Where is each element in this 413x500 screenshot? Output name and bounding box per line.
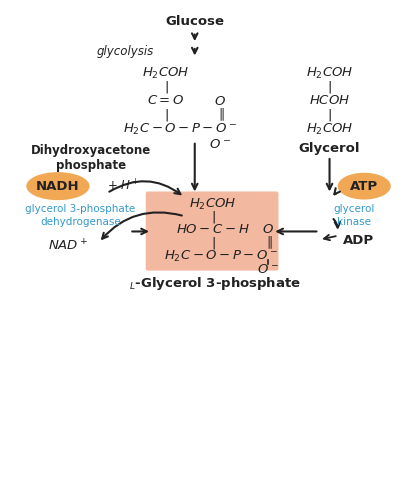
Text: $HO-C-H$: $HO-C-H$ <box>176 223 249 236</box>
Text: Dihydroxyacetone: Dihydroxyacetone <box>31 144 150 157</box>
Text: $C=O$: $C=O$ <box>147 94 185 108</box>
Text: glycerol 3-phosphate: glycerol 3-phosphate <box>25 204 135 214</box>
Text: $H_2COH$: $H_2COH$ <box>305 66 352 81</box>
Text: ATP: ATP <box>349 180 377 192</box>
Text: $\parallel$: $\parallel$ <box>263 234 272 251</box>
Text: $|$: $|$ <box>210 209 215 225</box>
Text: ADP: ADP <box>342 234 373 248</box>
Text: $+\ H^+$: $+\ H^+$ <box>107 178 140 194</box>
FancyBboxPatch shape <box>145 192 278 270</box>
Text: $H_2COH$: $H_2COH$ <box>189 197 236 212</box>
Text: phosphate: phosphate <box>55 159 126 172</box>
Text: NADH: NADH <box>36 180 80 192</box>
Text: kinase: kinase <box>336 217 370 227</box>
Text: dehydrogenase: dehydrogenase <box>40 217 121 227</box>
Text: $HCOH$: $HCOH$ <box>308 94 349 108</box>
Ellipse shape <box>26 172 89 200</box>
Text: Glycerol: Glycerol <box>298 142 359 154</box>
Text: $\parallel$: $\parallel$ <box>215 106 224 123</box>
Text: $|$: $|$ <box>326 79 331 95</box>
Text: $|$: $|$ <box>164 79 168 95</box>
Text: $H_2C-O-P-O^-$: $H_2C-O-P-O^-$ <box>164 248 278 264</box>
Text: $O^-$: $O^-$ <box>257 264 278 276</box>
Text: glycerol: glycerol <box>332 204 374 214</box>
Text: glycolysis: glycolysis <box>96 45 154 58</box>
Text: $NAD^+$: $NAD^+$ <box>48 238 88 254</box>
Text: $O^-$: $O^-$ <box>209 138 230 150</box>
Text: $|$: $|$ <box>210 234 215 250</box>
Text: $H_2COH$: $H_2COH$ <box>305 122 352 137</box>
Text: $|$: $|$ <box>326 107 331 123</box>
Text: $H_2C-O-P-O^-$: $H_2C-O-P-O^-$ <box>123 122 237 137</box>
Ellipse shape <box>337 172 390 200</box>
Text: $O$: $O$ <box>262 223 273 236</box>
Text: $O$: $O$ <box>214 95 225 108</box>
Text: $|$: $|$ <box>164 107 168 123</box>
Text: $H_2COH$: $H_2COH$ <box>142 66 190 81</box>
Text: $_L$-Glycerol 3-phosphate: $_L$-Glycerol 3-phosphate <box>129 276 301 292</box>
Text: Glucose: Glucose <box>165 15 224 28</box>
